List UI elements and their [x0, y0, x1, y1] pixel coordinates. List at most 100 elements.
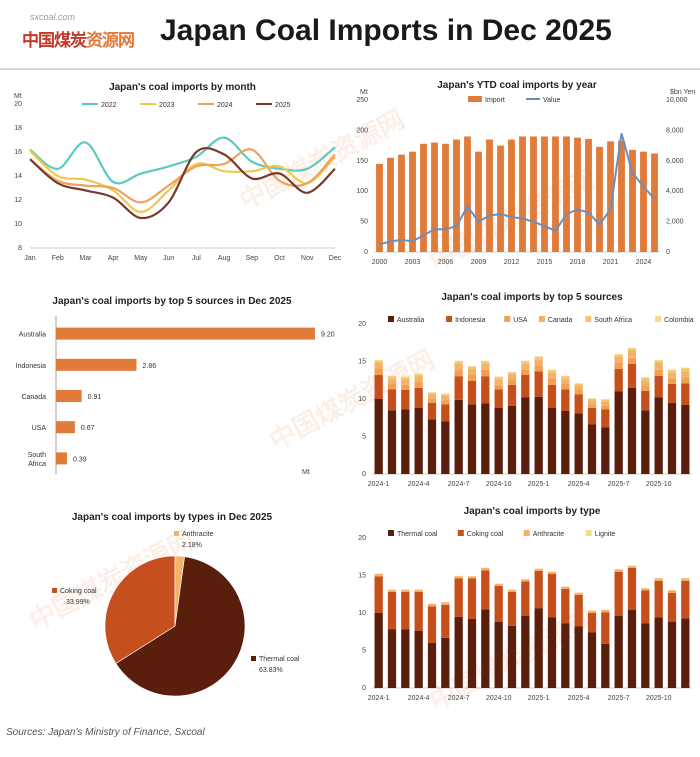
bar-segment-colombia [534, 356, 543, 357]
bar-segment-thermal-coal [681, 618, 690, 688]
x-tick-label: 2024-7 [448, 695, 470, 702]
bar-segment-anthracite [561, 586, 570, 589]
chart-top5-sources-dec: Japan's coal imports by top 5 sources in… [16, 296, 335, 476]
bar-segment-thermal-coal [587, 632, 597, 688]
bar-import [486, 139, 493, 252]
bar-segment-anthracite [654, 578, 663, 581]
chart-types-monthly: Japan's coal imports by type Thermal coal… [358, 506, 692, 702]
bar-segment-coking-coal [441, 604, 450, 638]
legend-swatch-import [468, 96, 482, 102]
bar-segment-thermal-coal [641, 623, 650, 688]
legend-swatch [585, 530, 592, 536]
x-tick-label: 2024-4 [408, 695, 430, 702]
x-tick-label: 2018 [570, 259, 586, 266]
bar-segment-usa [374, 369, 383, 375]
bar-segment-coking-coal [427, 606, 437, 643]
bar-segment-usa [614, 363, 623, 369]
y-tick-label: 18 [14, 125, 22, 132]
x-tick-label: 2024 [636, 259, 652, 266]
bar-segment-canada [374, 363, 383, 369]
bar-segment-colombia [561, 375, 570, 377]
bar-segment-thermal-coal [427, 643, 437, 688]
bar-segment-canada [507, 374, 517, 380]
legend-label: Thermal coal [397, 531, 438, 538]
bar-segment-anthracite [521, 579, 530, 582]
bar-segment-coking-coal [467, 578, 477, 619]
x-tick-label: 2009 [471, 259, 487, 266]
bar-segment-australia [414, 408, 423, 474]
bar-segment-anthracite [467, 576, 477, 579]
bar-segment-indonesia [521, 375, 530, 398]
y-right-tick-label: 2,000 [666, 219, 684, 226]
bar-segment-anthracite [427, 604, 437, 607]
bar-indonesia [56, 358, 137, 371]
bar-import [574, 137, 581, 252]
chart-ytd-imports: Japan's YTD coal imports by year Mt $bn Ye… [356, 80, 695, 266]
bar-segment-anthracite [414, 589, 423, 592]
bar-segment-australia [627, 387, 637, 474]
bar-segment-south-africa [454, 361, 463, 364]
y-tick-label: 12 [14, 197, 22, 204]
bar-segment-coking-coal [587, 613, 597, 633]
bar-segment-thermal-coal [507, 625, 517, 688]
bar-segment-anthracite [601, 610, 610, 613]
bar-segment-south-africa [614, 354, 623, 357]
x-tick-label: 2025-4 [568, 695, 590, 702]
bar-segment-indonesia [681, 383, 690, 405]
bar-segment-usa [534, 365, 543, 372]
bar-segment-anthracite [574, 592, 583, 595]
bar-import [464, 136, 471, 252]
bar-segment-australia [614, 391, 623, 474]
chart-monthly-imports: Japan's coal imports by month Mt 8 10 12 14 16… [14, 82, 342, 262]
bar-segment-indonesia [667, 384, 677, 403]
x-tick-label: Dec [329, 255, 342, 262]
y-unit-right: $bn Yen [670, 89, 695, 96]
bar-import [618, 140, 625, 252]
bar-segment-usa [507, 379, 517, 385]
bar-segment-indonesia [374, 375, 383, 399]
bar-segment-thermal-coal [614, 616, 623, 688]
bar-segment-indonesia [547, 384, 557, 408]
legend-swatch [446, 316, 453, 322]
bar-segment-australia [467, 404, 477, 474]
y-tick-label: 5 [362, 648, 366, 655]
bar-import [651, 153, 658, 252]
x-tick-label: Aug [218, 255, 231, 262]
x-tick-label: 2024-10 [486, 695, 512, 702]
bar-segment-indonesia [401, 390, 410, 410]
bar-segment-coking-coal [627, 568, 637, 610]
bar-segment-indonesia [387, 389, 397, 411]
bar-segment-anthracite [547, 571, 557, 574]
bar-segment-coking-coal [641, 590, 650, 624]
legend-label: 2022 [101, 102, 117, 109]
bar-segment-usa [521, 369, 530, 375]
legend-swatch [388, 316, 394, 322]
bar-segment-thermal-coal [667, 622, 677, 688]
bar-segment-australia [534, 396, 543, 474]
bar-segment-coking-coal [414, 592, 423, 631]
bar-import [431, 142, 438, 252]
legend-swatch [655, 316, 662, 322]
bar-segment-indonesia [494, 389, 503, 408]
bar-segment-canada [587, 400, 597, 405]
bar-segment-colombia [481, 360, 490, 362]
logo-text: 中国煤炭资源网 [22, 26, 135, 51]
chart-types-pie: Japan's coal imports by types in Dec 202… [52, 512, 300, 697]
bar-segment-south-africa [401, 377, 410, 380]
x-tick-label: 2003 [405, 259, 421, 266]
bar-segment-indonesia [414, 387, 423, 408]
bar-segment-canada [601, 401, 610, 406]
bar-segment-coking-coal [547, 574, 557, 618]
legend-label: Colombia [664, 317, 694, 324]
legend-label: Australia [397, 317, 424, 324]
x-tick-label: 2025-10 [646, 695, 672, 702]
bar-segment-usa [561, 384, 570, 390]
bar-segment-usa [547, 378, 557, 385]
bar-segment-australia [654, 397, 663, 474]
x-tick-label: 2025-10 [646, 481, 672, 488]
legend-label: 2023 [159, 102, 175, 109]
bar-segment-canada [627, 351, 637, 358]
bar-segment-thermal-coal [534, 608, 543, 688]
legend-label: Canada [548, 317, 573, 324]
legend-label: Value [543, 97, 560, 104]
